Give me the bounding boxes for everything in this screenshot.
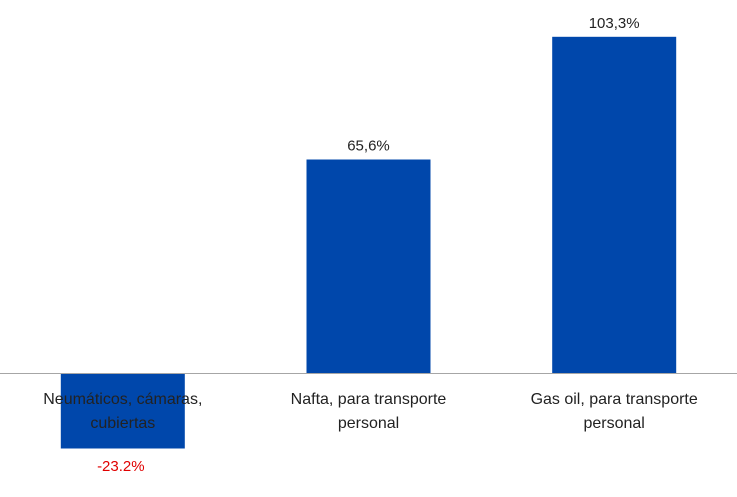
value-label-2: 103,3% — [589, 15, 640, 32]
category-label-1-line-1: personal — [338, 415, 399, 432]
category-label-0-line-0: Neumáticos, cámaras, — [43, 391, 202, 408]
value-labels: -23.2% 65,6% 103,3% — [97, 15, 640, 475]
bars — [60, 36, 677, 449]
bar-1 — [306, 159, 431, 373]
category-label-2-line-0: Gas oil, para transporte — [531, 391, 698, 408]
bar-0 — [60, 373, 185, 449]
category-labels: Neumáticos, cámaras, cubiertas Nafta, para… — [43, 391, 698, 432]
value-label-0: -23.2% — [97, 458, 145, 475]
category-label-1-line-0: Nafta, para transporte — [291, 391, 447, 408]
category-label-0-line-1: cubiertas — [90, 415, 155, 432]
category-label-2-line-1: personal — [583, 415, 644, 432]
value-label-1: 65,6% — [347, 137, 390, 154]
bar-2 — [552, 36, 677, 374]
